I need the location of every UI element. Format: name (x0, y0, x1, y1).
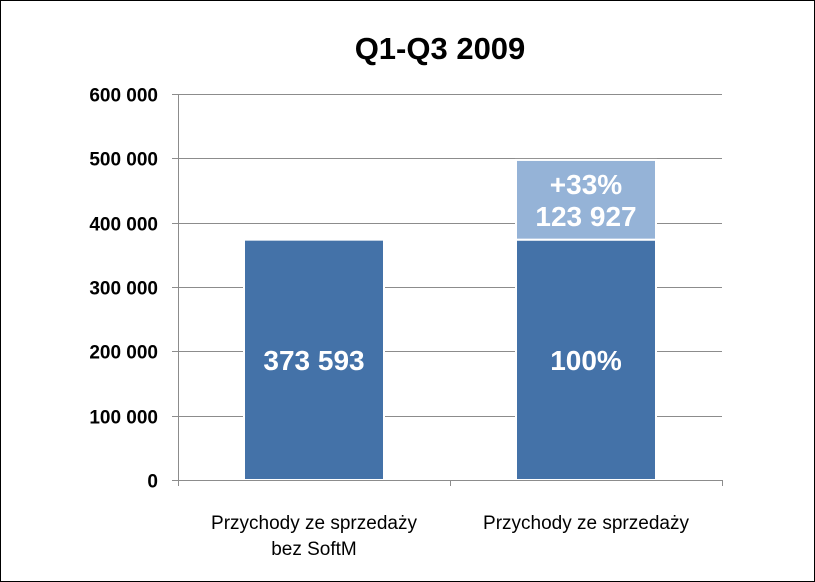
y-tick-label: 600 000 (89, 86, 158, 107)
y-tick-label: 200 000 (89, 343, 158, 364)
y-tick-label: 500 000 (89, 150, 158, 171)
bar-segment (515, 158, 657, 241)
data-label: 100% (550, 345, 622, 376)
x-axis-categories: Przychody ze sprzedaży bez SoftM Przychody… (211, 513, 689, 560)
y-tick-label: 400 000 (89, 215, 158, 236)
chart-title: Q1-Q3 2009 (355, 31, 526, 66)
data-label: 373 593 (263, 345, 364, 376)
y-tick-label: 100 000 (89, 408, 158, 429)
x-category-label: Przychody ze sprzedaży (211, 513, 417, 534)
y-tick-label: 300 000 (89, 279, 158, 300)
bar-segment (515, 238, 657, 481)
y-tick-label: 0 (147, 472, 158, 493)
x-category-label: bez SoftM (271, 539, 357, 560)
bar-labels: 373 593 100% +33%123 927 (263, 169, 636, 376)
data-label: +33% (550, 169, 622, 200)
y-axis-ticks: 0 100 000 200 000 300 000 400 000 500 000 600 … (89, 86, 158, 493)
data-label: 123 927 (535, 201, 636, 232)
bars (243, 158, 657, 481)
x-category-label: Przychody ze sprzedaży (483, 513, 689, 534)
axes (172, 94, 723, 486)
